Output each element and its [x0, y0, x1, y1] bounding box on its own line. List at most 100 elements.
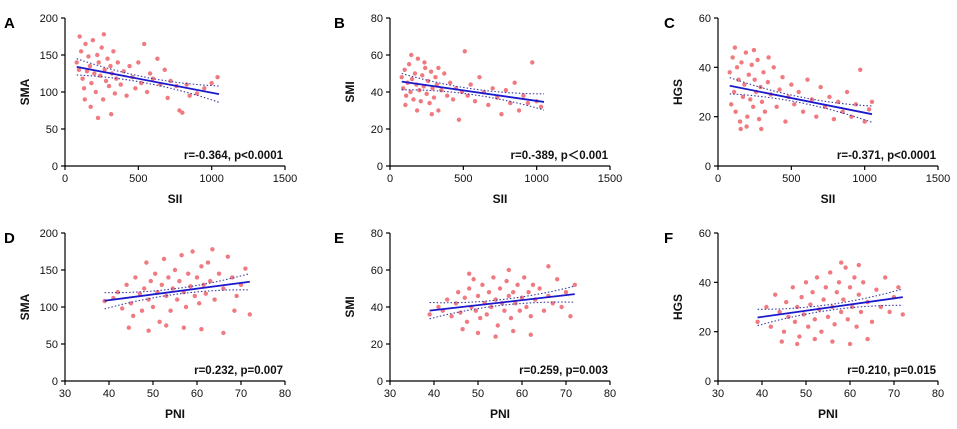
data-point [177, 278, 182, 284]
data-point [779, 339, 784, 344]
data-point [844, 89, 850, 95]
data-point [209, 80, 214, 86]
data-point [76, 67, 82, 73]
x-tick-label: 40 [103, 388, 115, 400]
data-point [137, 291, 142, 296]
data-point [139, 308, 145, 313]
data-point [739, 60, 744, 65]
x-tick-label: 1500 [926, 173, 950, 185]
data-point [504, 278, 509, 284]
data-point [427, 100, 432, 106]
axes [714, 232, 939, 385]
data-point [869, 99, 875, 105]
data-point [537, 286, 542, 291]
data-point [162, 67, 167, 73]
data-point [774, 104, 779, 110]
data-point [150, 76, 156, 81]
data-point [516, 108, 522, 113]
data-point [521, 93, 526, 98]
data-point [790, 285, 795, 290]
data-point [186, 271, 191, 276]
data-point [164, 323, 169, 328]
data-point [115, 290, 121, 295]
data-point [806, 324, 811, 329]
data-point [792, 102, 797, 107]
data-point [180, 110, 185, 115]
data-point [133, 86, 138, 91]
data-point [165, 95, 170, 101]
data-point [559, 304, 564, 310]
data-point [408, 89, 413, 95]
data-point [199, 327, 204, 332]
data-point [773, 292, 778, 297]
data-point [155, 56, 160, 61]
data-point [749, 62, 754, 68]
data-point [896, 285, 901, 290]
data-point [87, 63, 93, 69]
data-point [866, 107, 872, 112]
y-axis-title: SMI [343, 296, 357, 317]
data-point [181, 325, 186, 330]
data-point [436, 304, 441, 310]
data-point [511, 290, 516, 295]
data-point [403, 102, 408, 108]
panel-letter: E [334, 230, 344, 247]
panel-a: A 0 500 1000 1500 0 50 100 150 200 SII SMA r=-0.364,… [4, 13, 297, 206]
panel-f: F 30 40 50 60 70 80 0 20 40 60 PNI HGS r=0.210, p=0.0… [664, 228, 944, 421]
data-point [80, 76, 85, 81]
data-point [216, 271, 222, 276]
panel-letter: B [334, 15, 345, 32]
data-point [486, 290, 492, 295]
x-axis-title: PNI [490, 407, 510, 421]
data-point [453, 301, 459, 306]
y-tick-label: 60 [699, 228, 711, 240]
data-point [756, 116, 762, 122]
data-point [430, 86, 435, 91]
data-point [729, 102, 734, 107]
data-point [801, 312, 806, 317]
data-point [740, 94, 746, 100]
data-point [77, 34, 82, 39]
data-point [133, 275, 138, 280]
data-point [230, 275, 235, 280]
ci-lower [429, 301, 575, 320]
data-point [856, 262, 861, 268]
data-point [472, 99, 478, 104]
data-point [759, 99, 765, 105]
data-point [497, 286, 503, 291]
data-point [147, 71, 153, 76]
data-point [812, 336, 817, 342]
data-point [247, 312, 252, 317]
data-point [546, 264, 551, 269]
x-tick-label: 70 [888, 388, 900, 400]
regression-line [429, 293, 575, 312]
data-point [766, 55, 771, 60]
data-point [131, 313, 136, 319]
y-tick-label: 80 [371, 13, 383, 25]
ci-lower [757, 304, 903, 327]
x-tick-label: 60 [516, 388, 528, 400]
data-point [460, 327, 465, 332]
correlation-annotation: r=-0.371, p<0.0001 [837, 150, 937, 162]
data-point [745, 114, 750, 119]
data-point [730, 55, 735, 60]
data-point [831, 116, 837, 122]
y-tick-label: 0 [52, 376, 58, 388]
data-point [105, 56, 110, 61]
data-point [818, 84, 823, 90]
x-tick-label: 0 [387, 173, 393, 185]
data-point [751, 104, 756, 110]
data-point [737, 119, 743, 124]
x-tick-label: 40 [756, 388, 768, 400]
data-point [199, 264, 204, 269]
data-point [858, 67, 863, 73]
data-point [208, 278, 213, 284]
data-point [524, 304, 529, 310]
y-tick-label: 20 [699, 112, 711, 124]
data-point [120, 306, 125, 311]
data-point [768, 324, 773, 329]
data-point [744, 124, 749, 129]
x-tick-label: 1000 [524, 173, 548, 185]
data-point [108, 63, 113, 69]
panel-d: D 30 40 50 60 70 80 0 50 100 150 200 PNI SMA r=0.232, … [4, 228, 291, 421]
